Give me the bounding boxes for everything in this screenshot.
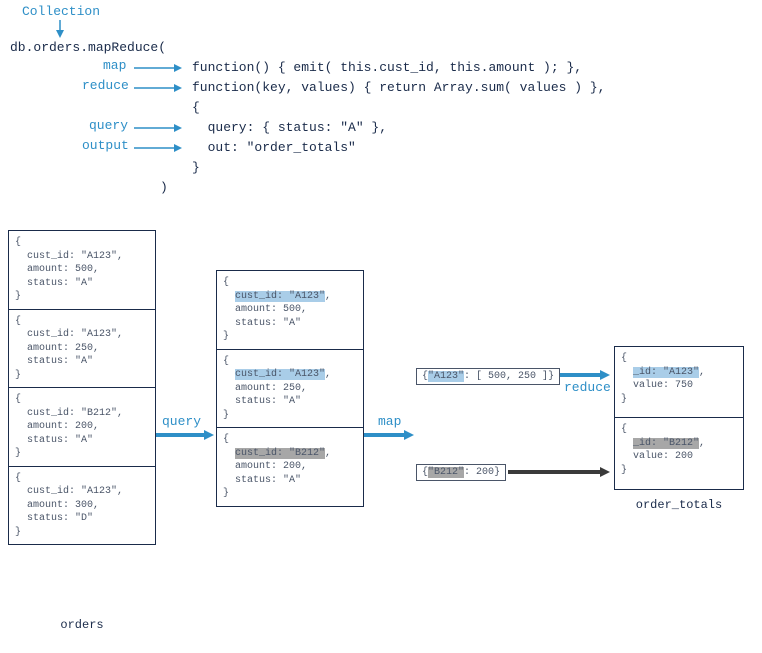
filtered-doc: { cust_id: "A123", amount: 250, status: …: [216, 350, 364, 429]
anno-query-arrow-icon: [134, 124, 182, 132]
orders-doc: { cust_id: "B212", amount: 200, status: …: [8, 388, 156, 467]
anno-reduce-arrow-icon: [134, 84, 182, 92]
stage-query-arrow-icon: [156, 430, 214, 440]
anno-output-arrow-icon: [134, 144, 182, 152]
orders-doc: { cust_id: "A123", amount: 300, status: …: [8, 467, 156, 546]
code-map-fn: function() { emit( this.cust_id, this.am…: [192, 58, 582, 78]
stage-reduce-label: reduce: [564, 380, 611, 395]
anno-query-label: query: [89, 118, 128, 133]
result-doc: { _id: "A123", value: 750 }: [614, 346, 744, 418]
collection-arrow-down-icon: [56, 20, 64, 38]
stage-map-arrow-icon: [364, 430, 414, 440]
orders-doc: { cust_id: "A123", amount: 500, status: …: [8, 230, 156, 310]
code-opts-out: out: "order_totals": [192, 138, 356, 158]
filtered-doc: { cust_id: "A123", amount: 500, status: …: [216, 270, 364, 350]
anno-map-label: map: [103, 58, 126, 73]
mapped-kv: {"A123": [ 500, 250 ]}: [416, 368, 560, 385]
code-opts-query: query: { status: "A" },: [192, 118, 387, 138]
order-totals-col-label: order_totals: [614, 498, 744, 512]
anno-reduce-label: reduce: [82, 78, 129, 93]
anno-map-arrow-icon: [134, 64, 182, 72]
stage-query-label: query: [162, 414, 201, 429]
result-doc: { _id: "B212", value: 200 }: [614, 418, 744, 490]
collection-label: Collection: [22, 4, 100, 19]
orders-doc: { cust_id: "A123", amount: 250, status: …: [8, 310, 156, 389]
results-column: { _id: "A123", value: 750 } { _id: "B212…: [614, 346, 744, 490]
code-opts-open: {: [192, 98, 200, 118]
passthrough-arrow-icon: [508, 467, 610, 477]
code-opts-close: }: [192, 158, 200, 178]
filtered-column: { cust_id: "A123", amount: 500, status: …: [216, 270, 364, 507]
orders-col-label: orders: [8, 618, 156, 632]
stage-map-label: map: [378, 414, 401, 429]
code-reduce-fn: function(key, values) { return Array.sum…: [192, 78, 605, 98]
filtered-doc: { cust_id: "B212", amount: 200, status: …: [216, 428, 364, 507]
code-mapreduce-call: db.orders.mapReduce(: [10, 38, 166, 58]
orders-column: { cust_id: "A123", amount: 500, status: …: [8, 230, 156, 545]
code-close-paren: ): [160, 178, 168, 198]
mapped-kv: {"B212": 200}: [416, 464, 506, 481]
stage-reduce-arrow-icon: [560, 370, 610, 380]
anno-output-label: output: [82, 138, 129, 153]
